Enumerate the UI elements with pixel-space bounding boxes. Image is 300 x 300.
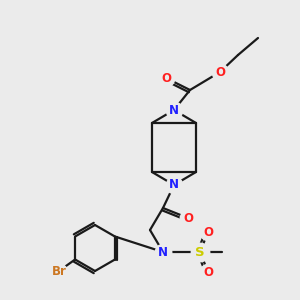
Text: N: N [158, 245, 168, 259]
Text: N: N [169, 103, 179, 116]
Text: Br: Br [52, 265, 67, 278]
Text: O: O [183, 212, 193, 224]
Text: S: S [195, 245, 205, 259]
Text: O: O [161, 71, 171, 85]
Text: O: O [203, 266, 213, 278]
Text: N: N [169, 178, 179, 191]
Text: O: O [215, 65, 225, 79]
Text: O: O [203, 226, 213, 238]
